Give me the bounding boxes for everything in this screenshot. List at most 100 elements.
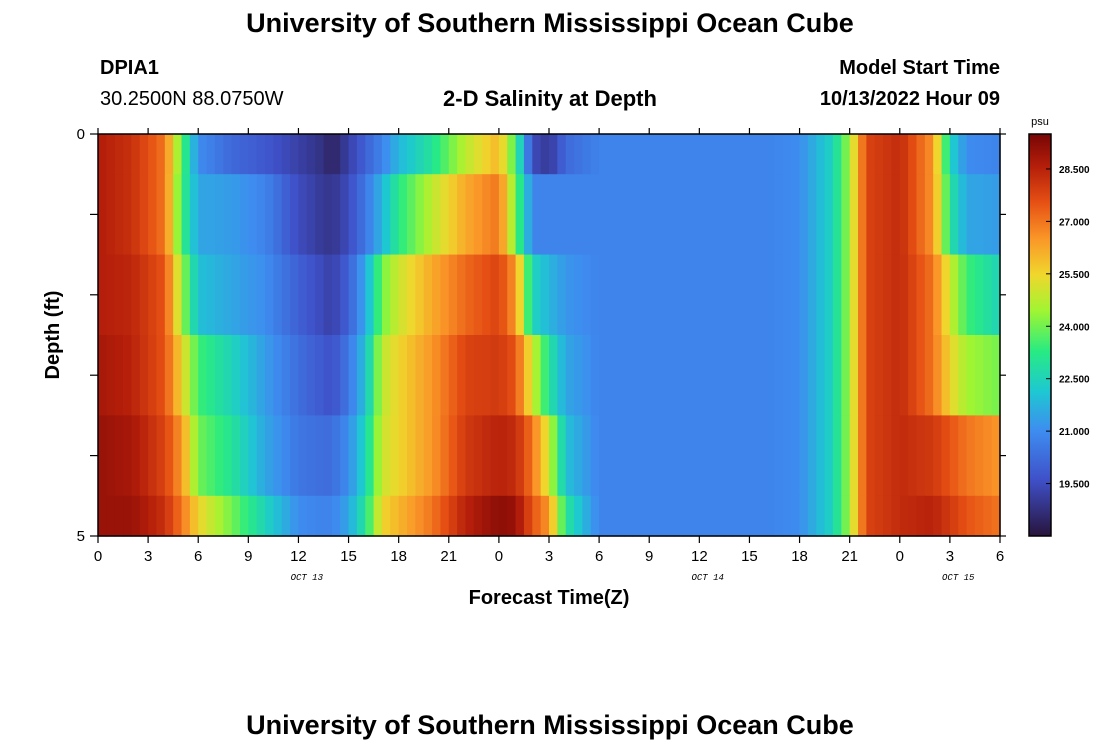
heatmap-cell	[732, 415, 742, 497]
heatmap-cell	[432, 335, 442, 416]
x-date-label: OCT 15	[942, 573, 975, 583]
heatmap-cell	[707, 174, 717, 256]
heatmap-cell	[356, 134, 366, 175]
heatmap-cell	[699, 495, 709, 537]
heatmap-cell	[540, 495, 550, 537]
heatmap-cell	[574, 134, 584, 175]
heatmap-cell	[674, 254, 684, 336]
heatmap-cell	[181, 174, 191, 256]
x-tick-label: 6	[194, 548, 202, 565]
heatmap-cell	[549, 495, 558, 537]
heatmap-cell	[331, 174, 341, 256]
heatmap-cell	[766, 335, 776, 416]
y-axis-label: Depth (ft)	[42, 291, 64, 380]
heatmap-cell	[173, 495, 183, 537]
heatmap-cell	[816, 174, 826, 256]
heatmap-cell	[983, 174, 993, 256]
heatmap-cell	[782, 495, 792, 537]
heatmap-cell	[832, 335, 842, 416]
heatmap-cell	[231, 134, 241, 175]
heatmap-cell	[273, 174, 283, 256]
heatmap-cell	[173, 335, 183, 416]
x-tick-label: 12	[290, 548, 307, 565]
heatmap-cell	[114, 415, 124, 497]
heatmap-cell	[432, 415, 442, 497]
heatmap-cell	[540, 335, 550, 416]
heatmap-cell	[841, 495, 851, 537]
heatmap-cell	[290, 134, 300, 175]
heatmap-cell	[565, 415, 575, 497]
heatmap-cell	[590, 415, 600, 497]
heatmap-cell	[757, 174, 767, 256]
heatmap-cell	[724, 174, 734, 256]
heatmap-cell	[532, 254, 542, 336]
heatmap-cell	[858, 134, 867, 175]
heatmap-cell	[256, 415, 266, 497]
heatmap-cell	[774, 134, 784, 175]
heatmap-cell	[615, 174, 625, 256]
heatmap-cell	[690, 134, 700, 175]
heatmap-cell	[139, 254, 149, 336]
heatmap-cell	[549, 254, 558, 336]
heatmap-cell	[123, 495, 133, 537]
heatmap-cell	[933, 335, 943, 416]
station-coords: 30.2500N 88.0750W	[100, 88, 284, 110]
heatmap-cell	[515, 254, 525, 336]
heatmap-cell	[883, 134, 893, 175]
heatmap-cell	[407, 174, 416, 256]
heatmap-cell	[231, 174, 241, 256]
heatmap-cell	[640, 134, 650, 175]
heatmap-cell	[265, 495, 274, 537]
heatmap-cell	[816, 335, 826, 416]
heatmap-cell	[599, 335, 609, 416]
heatmap-cell	[532, 415, 542, 497]
heatmap-cell	[991, 134, 1001, 175]
heatmap-cell	[148, 254, 158, 336]
heatmap-cell	[148, 335, 158, 416]
heatmap-cell	[106, 495, 116, 537]
heatmap-cell	[214, 495, 224, 537]
heatmap-cell	[139, 415, 149, 497]
heatmap-cell	[315, 415, 325, 497]
heatmap-cell	[98, 415, 107, 497]
heatmap-cell	[674, 495, 684, 537]
heatmap-cell	[908, 174, 918, 256]
heatmap-cell	[690, 495, 700, 537]
heatmap-cell	[148, 415, 158, 497]
heatmap-cell	[98, 495, 107, 537]
heatmap-cell	[941, 495, 951, 537]
heatmap-cell	[298, 415, 308, 497]
heatmap-cell	[665, 415, 675, 497]
heatmap-cell	[832, 174, 842, 256]
heatmap-cell	[231, 335, 241, 416]
heatmap-cell	[791, 335, 801, 416]
heatmap-cell	[515, 495, 525, 537]
heatmap-cell	[315, 495, 325, 537]
heatmap-cell	[841, 335, 851, 416]
heatmap-cell	[173, 174, 183, 256]
heatmap-cell	[590, 495, 600, 537]
heatmap-cell	[699, 335, 709, 416]
heatmap-cell	[198, 174, 208, 256]
heatmap-cell	[590, 254, 600, 336]
heatmap-cell	[390, 415, 400, 497]
heatmap-cell	[273, 254, 283, 336]
heatmap-cell	[916, 134, 926, 175]
heatmap-cell	[757, 335, 767, 416]
heatmap-cell	[665, 495, 675, 537]
heatmap-cell	[407, 415, 416, 497]
heatmap-cell	[331, 254, 341, 336]
heatmap-cell	[590, 134, 600, 175]
heatmap-cell	[682, 174, 692, 256]
heatmap-cell	[615, 415, 625, 497]
heatmap-cell	[214, 335, 224, 416]
heatmap-cell	[657, 254, 667, 336]
heatmap-cell	[749, 415, 759, 497]
heatmap-cell	[749, 174, 759, 256]
heatmap-cell	[707, 335, 717, 416]
heatmap-cell	[557, 134, 567, 175]
heatmap-cell	[891, 174, 901, 256]
heatmap-cell	[373, 254, 383, 336]
heatmap-cell	[841, 174, 851, 256]
heatmap-cell	[523, 254, 533, 336]
